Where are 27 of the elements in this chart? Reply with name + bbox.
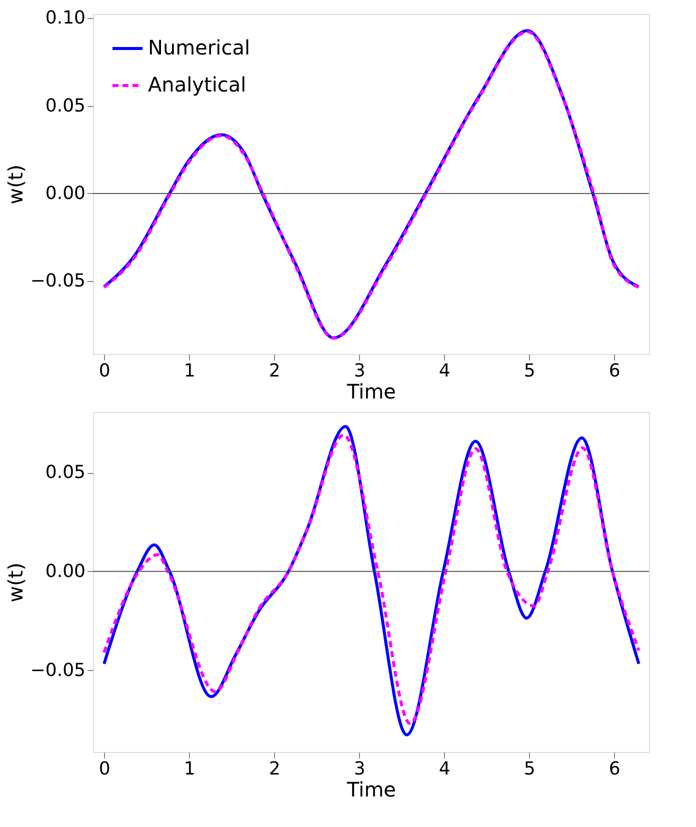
x-tick-label: 5 [524, 758, 536, 780]
x-tick-label: 1 [184, 758, 196, 780]
x-tick-label: 0 [98, 758, 110, 780]
x-tick-label: 3 [354, 360, 366, 382]
x-tick-label: 2 [268, 360, 280, 382]
y-tick-label: 0.00 [45, 560, 86, 582]
y-tick-label: 0.10 [45, 8, 86, 29]
y-tick-label: 0.05 [45, 95, 86, 116]
x-axis-title: Time [346, 778, 396, 802]
y-axis-title: w(t) [3, 164, 28, 204]
y-axis-title: w(t) [3, 562, 28, 602]
x-tick-label: 4 [438, 758, 450, 780]
x-tick-label: 0 [98, 360, 110, 382]
x-tick-label: 2 [268, 758, 280, 780]
x-tick-label: 6 [608, 360, 620, 382]
x-tick-label: 1 [184, 360, 196, 382]
x-tick-label: 6 [608, 758, 620, 780]
legend-label: Analytical [148, 72, 246, 96]
x-axis-title: Time [346, 380, 396, 404]
x-tick-label: 4 [438, 360, 450, 382]
y-tick-label: −0.05 [30, 660, 86, 681]
y-tick-label: 0.00 [45, 182, 86, 204]
y-tick-label: −0.05 [30, 270, 86, 292]
y-tick-label: 0.05 [45, 462, 86, 484]
legend-label: Numerical [148, 36, 250, 60]
x-tick-label: 3 [354, 758, 366, 780]
x-tick-label: 5 [524, 360, 536, 382]
